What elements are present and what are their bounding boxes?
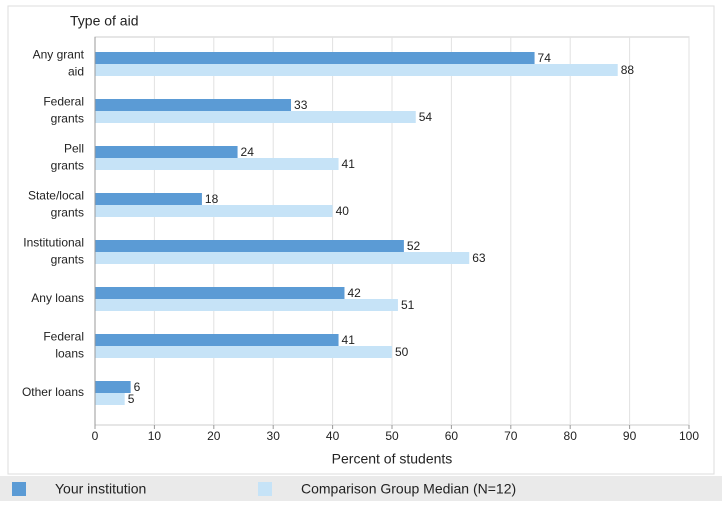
value-label: 42	[347, 286, 361, 300]
bar	[95, 99, 292, 111]
value-label: 18	[205, 192, 219, 206]
y-tick-label: State/local	[28, 189, 84, 203]
value-label: 51	[401, 298, 415, 312]
y-tick-label: grants	[51, 159, 84, 173]
value-label: 63	[472, 251, 486, 265]
value-label: 74	[538, 51, 552, 65]
y-tick-label: loans	[55, 347, 84, 361]
x-tick-label: 30	[267, 429, 281, 443]
bar	[95, 205, 333, 217]
y-tick-label: Federal	[43, 95, 84, 109]
bar	[95, 393, 125, 405]
legend-swatch	[258, 482, 272, 496]
x-tick-label: 100	[679, 429, 699, 443]
value-label: 40	[336, 204, 350, 218]
legend-label: Comparison Group Median (N=12)	[301, 481, 516, 497]
bar	[95, 240, 404, 252]
legend-swatch	[12, 482, 26, 496]
y-tick-label: Federal	[43, 330, 84, 344]
bar	[95, 252, 470, 264]
y-axis-label: Type of aid	[70, 13, 139, 29]
y-tick-label: grants	[51, 253, 84, 267]
value-label: 5	[128, 392, 135, 406]
bar	[95, 52, 535, 64]
value-label: 54	[419, 110, 433, 124]
bar	[95, 111, 416, 123]
legend-label: Your institution	[55, 481, 146, 497]
bar	[95, 299, 398, 311]
bar	[95, 64, 618, 76]
y-tick-label: Pell	[64, 142, 84, 156]
x-tick-label: 10	[148, 429, 162, 443]
y-tick-label: Any loans	[31, 291, 84, 305]
bar	[95, 287, 345, 299]
y-tick-label: Any grant	[33, 48, 85, 62]
y-tick-label: aid	[68, 65, 84, 79]
value-label: 24	[241, 145, 255, 159]
bar	[95, 346, 392, 358]
value-label: 50	[395, 345, 409, 359]
x-tick-label: 60	[445, 429, 459, 443]
bar	[95, 381, 131, 393]
value-label: 88	[621, 63, 635, 77]
value-label: 41	[342, 333, 356, 347]
bar	[95, 193, 202, 205]
x-tick-label: 80	[564, 429, 578, 443]
x-tick-label: 20	[207, 429, 221, 443]
bar	[95, 158, 339, 170]
x-tick-label: 70	[504, 429, 518, 443]
bar	[95, 334, 339, 346]
value-label: 6	[134, 380, 141, 394]
x-tick-label: 50	[385, 429, 399, 443]
y-tick-label: grants	[51, 206, 84, 220]
value-label: 52	[407, 239, 421, 253]
x-tick-label: 40	[326, 429, 340, 443]
y-tick-label: Other loans	[22, 385, 84, 399]
x-tick-label: 90	[623, 429, 637, 443]
bar	[95, 146, 238, 158]
y-tick-label: Institutional	[23, 236, 84, 250]
x-axis-label: Percent of students	[332, 451, 453, 467]
value-label: 33	[294, 98, 308, 112]
legend-band	[0, 476, 722, 501]
x-tick-label: 0	[92, 429, 99, 443]
y-tick-label: grants	[51, 112, 84, 126]
value-label: 41	[342, 157, 356, 171]
